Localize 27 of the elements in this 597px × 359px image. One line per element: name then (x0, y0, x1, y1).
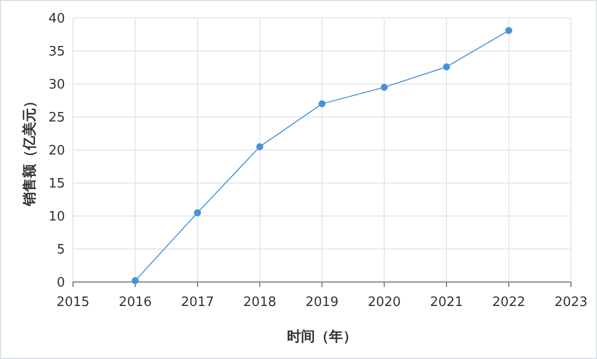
x-axis-title: 时间（年） (287, 329, 357, 345)
x-tick-label: 2018 (243, 295, 276, 310)
x-tick-label: 2019 (305, 295, 339, 310)
y-tick-label: 20 (48, 144, 65, 159)
y-tick-label: 10 (48, 210, 65, 225)
x-tick-label: 2020 (368, 295, 401, 310)
x-tick-label: 2021 (430, 295, 464, 310)
x-tick-label: 2023 (554, 295, 588, 310)
y-tick-label: 30 (48, 78, 65, 93)
point (194, 209, 201, 216)
point (256, 143, 264, 150)
y-tick-label: 35 (48, 44, 65, 60)
x-tick-label: 2017 (180, 295, 214, 310)
point (318, 100, 326, 108)
x-tick-label: 2016 (118, 295, 152, 310)
point (505, 27, 512, 34)
y-axis-title: 销售额（亿美元） (21, 94, 38, 207)
point (443, 63, 450, 70)
y-tick-label: 5 (56, 242, 65, 258)
y-tick-label: 25 (48, 110, 65, 126)
point (380, 84, 388, 91)
x-tick-label: 2022 (492, 295, 526, 310)
y-tick-label: 40 (48, 12, 65, 27)
x-tick-label: 2015 (56, 295, 90, 310)
point (132, 277, 139, 284)
y-tick-label: 15 (48, 176, 65, 192)
y-tick-label: 0 (56, 276, 65, 291)
